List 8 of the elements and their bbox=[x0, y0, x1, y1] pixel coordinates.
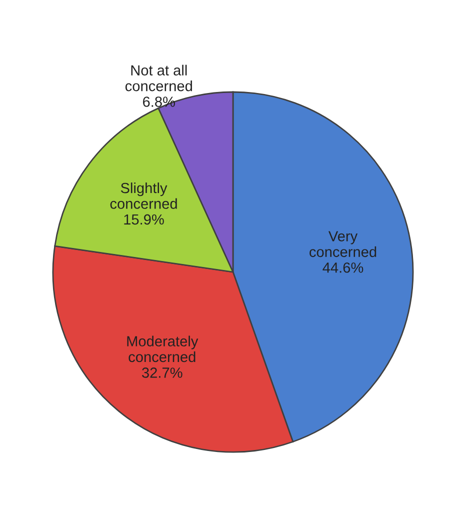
slice-label: Slightly concerned bbox=[110, 182, 177, 209]
data-label: 15.9% bbox=[124, 214, 164, 225]
data-label: 6.8% bbox=[143, 96, 175, 107]
data-label: 44.6% bbox=[322, 262, 364, 273]
slice-label: Not at all concerned bbox=[125, 64, 192, 92]
slice-label: Very concerned bbox=[310, 231, 376, 258]
slice-label: Moderately concerned bbox=[127, 336, 198, 362]
data-label: 32.7% bbox=[142, 368, 182, 378]
